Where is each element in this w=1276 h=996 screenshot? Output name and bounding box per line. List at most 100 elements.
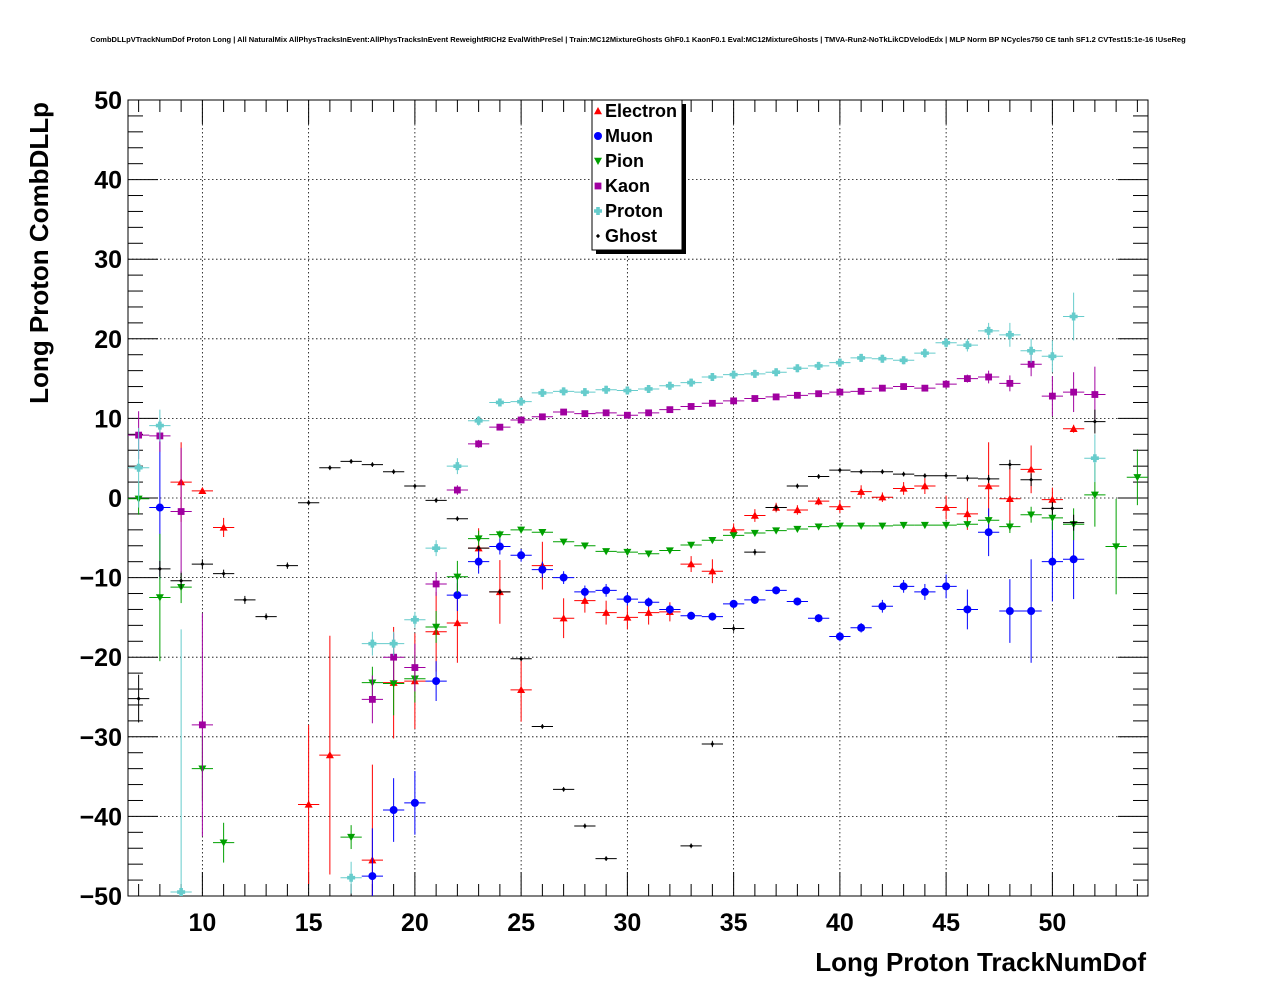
data-point-proton [1041, 340, 1063, 373]
data-point-proton [765, 368, 787, 377]
legend-label-electron: Electron [605, 101, 677, 121]
marker [920, 587, 929, 596]
data-point-ghost [786, 483, 808, 489]
data-point-proton [723, 370, 745, 379]
data-point-pion [489, 530, 511, 539]
marker [922, 473, 927, 478]
marker [986, 476, 991, 481]
marker [1092, 419, 1097, 424]
series-kaon [128, 352, 1106, 837]
data-point-ghost [213, 569, 235, 578]
data-point-pion [149, 533, 171, 662]
data-point-kaon [808, 390, 830, 398]
data-point-ghost [1020, 473, 1042, 487]
marker [1048, 392, 1056, 400]
data-point-pion [1020, 506, 1042, 523]
data-point-electron [829, 500, 851, 514]
data-point-electron [871, 492, 893, 502]
marker [1112, 543, 1121, 551]
marker [1006, 379, 1014, 387]
data-point-muon [765, 586, 787, 595]
marker [965, 476, 970, 481]
marker [475, 440, 483, 448]
marker [410, 615, 419, 624]
data-point-proton [149, 409, 171, 442]
marker [984, 326, 993, 335]
marker [519, 656, 524, 661]
data-point-ghost [850, 469, 872, 475]
marker [453, 462, 462, 471]
data-point-muon [956, 589, 978, 630]
marker [155, 503, 164, 512]
data-point-ghost [999, 459, 1021, 470]
marker [580, 542, 589, 550]
marker [900, 383, 908, 390]
data-point-ghost [1063, 514, 1085, 531]
marker [604, 856, 609, 861]
marker [1071, 520, 1076, 525]
marker [901, 472, 906, 477]
data-point-kaon [191, 613, 213, 837]
marker [497, 589, 502, 595]
marker [157, 566, 162, 571]
data-point-muon [595, 583, 617, 597]
x-tick-label: 35 [720, 909, 748, 937]
marker [857, 487, 866, 495]
data-point-ghost [298, 500, 320, 506]
data-point-kaon [744, 395, 766, 402]
marker [242, 597, 247, 602]
marker [602, 385, 611, 394]
marker [942, 338, 951, 347]
data-point-ghost [723, 625, 745, 632]
data-point-kaon [616, 411, 638, 419]
marker [495, 542, 504, 551]
marker [774, 505, 779, 510]
marker [453, 618, 462, 627]
legend-label-muon: Muon [605, 126, 653, 146]
marker [391, 469, 396, 474]
data-point-pion [659, 547, 681, 555]
data-point-proton [701, 373, 723, 382]
marker [1048, 495, 1057, 503]
data-point-proton [1084, 434, 1106, 483]
data-point-kaon [1041, 376, 1063, 417]
data-point-pion [680, 541, 702, 549]
data-point-kaon [553, 408, 575, 416]
marker [177, 888, 186, 897]
data-point-muon [978, 508, 1000, 557]
marker [880, 469, 885, 474]
marker [219, 523, 228, 531]
data-point-muon [871, 599, 893, 613]
marker [1027, 360, 1035, 368]
data-point-kaon [404, 643, 426, 692]
marker [857, 522, 866, 530]
data-point-muon [574, 585, 596, 599]
marker [772, 586, 781, 595]
marker [136, 696, 141, 701]
marker [687, 403, 695, 410]
marker [368, 639, 377, 648]
marker [835, 502, 844, 510]
marker [538, 565, 547, 574]
data-point-muon [468, 549, 490, 574]
data-point-proton [659, 381, 681, 390]
y-tick-label: −40 [80, 803, 122, 831]
marker [687, 541, 696, 549]
marker [1005, 494, 1014, 502]
data-point-ghost [935, 472, 957, 479]
marker [432, 544, 441, 553]
marker [878, 602, 887, 611]
marker [410, 798, 419, 807]
data-point-pion [340, 825, 362, 850]
marker [942, 380, 950, 388]
data-point-muon [616, 592, 638, 606]
x-axis-title: Long Proton TrackNumDof [815, 947, 1146, 977]
marker [1005, 607, 1014, 616]
marker [623, 386, 632, 395]
marker [963, 521, 972, 529]
data-point-muon [404, 771, 426, 835]
marker [815, 390, 823, 398]
marker [1048, 514, 1057, 522]
marker [1069, 312, 1078, 321]
